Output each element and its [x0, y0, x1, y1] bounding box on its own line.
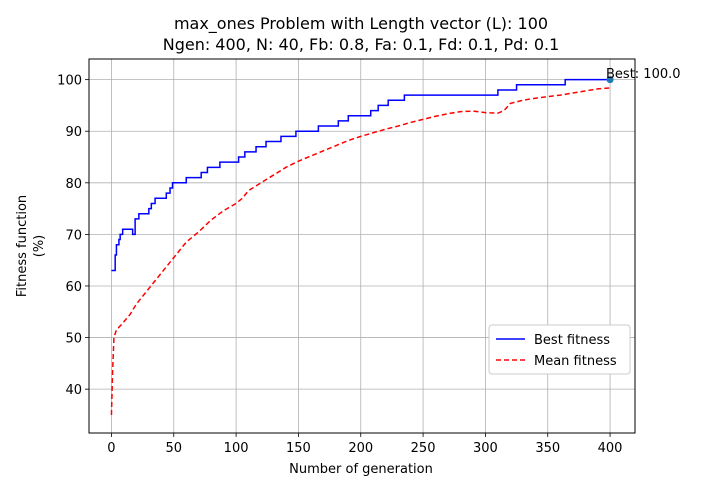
- chart-title: max_ones Problem with Length vector (L):…: [174, 14, 548, 34]
- y-tick-label: 100: [57, 74, 82, 89]
- y-tick-label: 70: [65, 228, 82, 243]
- axis-ticks: 0 50 100 150 200 250 300 350 400 40 50 60 70 80 90 100: [57, 74, 622, 456]
- legend-label-best: Best fitness: [534, 333, 610, 348]
- best-marker: [606, 76, 614, 84]
- x-tick-label: 50: [165, 441, 182, 456]
- mean-fitness-line: [110, 87, 611, 415]
- grid-lines: [89, 59, 635, 433]
- x-tick-label: 250: [411, 441, 436, 456]
- x-tick-label: 100: [224, 441, 249, 456]
- x-tick-label: 0: [107, 441, 115, 456]
- x-tick-label: 300: [473, 441, 498, 456]
- x-axis-label: Number of generation: [289, 462, 433, 477]
- legend-label-mean: Mean fitness: [534, 354, 617, 369]
- legend-box: [488, 324, 631, 375]
- x-tick-label: 350: [535, 441, 560, 456]
- y-tick-label: 80: [65, 177, 82, 192]
- markers-group: [606, 76, 614, 84]
- y-tick-label: 50: [65, 332, 82, 347]
- x-tick-label: 200: [348, 441, 373, 456]
- best-fitness-line: [111, 78, 611, 272]
- best-annotation: Best: 100.0: [606, 67, 681, 82]
- chart-subtitle: Ngen: 400, N: 40, Fb: 0.8, Fa: 0.1, Fd: …: [163, 35, 560, 54]
- y-tick-label: 40: [65, 383, 82, 398]
- legend: Best fitness Mean fitness: [488, 324, 631, 375]
- y-tick-label: 90: [65, 125, 82, 140]
- x-tick-label: 150: [286, 441, 311, 456]
- y-axis-label-line2: (%): [32, 235, 47, 258]
- y-tick-label: 60: [65, 280, 82, 295]
- y-axis-label-line1: Fitness function: [15, 195, 30, 297]
- plot-frame: [88, 58, 636, 434]
- x-tick-label: 400: [598, 441, 623, 456]
- series-group: [110, 78, 611, 415]
